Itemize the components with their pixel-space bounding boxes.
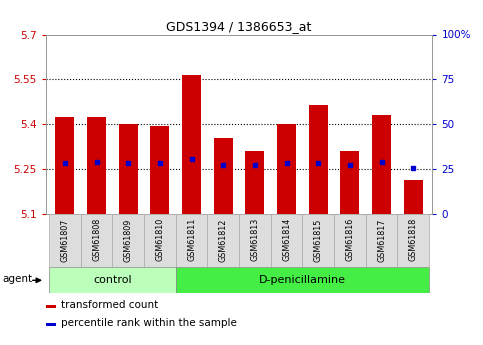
- Text: GSM61807: GSM61807: [60, 218, 70, 262]
- Bar: [144, 214, 176, 267]
- Bar: [277, 124, 296, 214]
- Bar: [87, 117, 106, 214]
- Bar: [176, 214, 207, 267]
- Bar: [113, 214, 144, 267]
- Text: GSM61811: GSM61811: [187, 218, 196, 262]
- Bar: [271, 214, 302, 267]
- Bar: [46, 305, 56, 308]
- Bar: [302, 214, 334, 267]
- Bar: [119, 124, 138, 214]
- Bar: [239, 214, 271, 267]
- Bar: [182, 75, 201, 214]
- Bar: [334, 214, 366, 267]
- Text: transformed count: transformed count: [61, 300, 158, 310]
- Bar: [214, 138, 233, 214]
- Text: GSM61815: GSM61815: [314, 218, 323, 262]
- Text: percentile rank within the sample: percentile rank within the sample: [61, 318, 237, 328]
- Bar: [49, 214, 81, 267]
- Text: GSM61816: GSM61816: [345, 218, 355, 262]
- Text: control: control: [93, 275, 132, 285]
- Text: GSM61812: GSM61812: [219, 218, 228, 262]
- Text: GSM61808: GSM61808: [92, 218, 101, 262]
- Bar: [372, 115, 391, 214]
- Bar: [46, 323, 56, 326]
- Text: GSM61813: GSM61813: [250, 218, 259, 262]
- Bar: [207, 214, 239, 267]
- Title: GDS1394 / 1386653_at: GDS1394 / 1386653_at: [167, 20, 312, 33]
- Bar: [150, 126, 170, 214]
- Bar: [245, 151, 264, 214]
- Text: GSM61814: GSM61814: [282, 218, 291, 262]
- Bar: [81, 214, 113, 267]
- Bar: [366, 214, 398, 267]
- Text: GSM61817: GSM61817: [377, 218, 386, 262]
- Text: GSM61818: GSM61818: [409, 218, 418, 262]
- Bar: [49, 267, 176, 293]
- Bar: [176, 267, 429, 293]
- Text: agent: agent: [2, 274, 32, 284]
- Bar: [404, 179, 423, 214]
- Bar: [56, 117, 74, 214]
- Text: GSM61810: GSM61810: [156, 218, 164, 262]
- Bar: [309, 105, 328, 214]
- Bar: [398, 214, 429, 267]
- Text: GSM61809: GSM61809: [124, 218, 133, 262]
- Bar: [341, 151, 359, 214]
- Text: D-penicillamine: D-penicillamine: [259, 275, 346, 285]
